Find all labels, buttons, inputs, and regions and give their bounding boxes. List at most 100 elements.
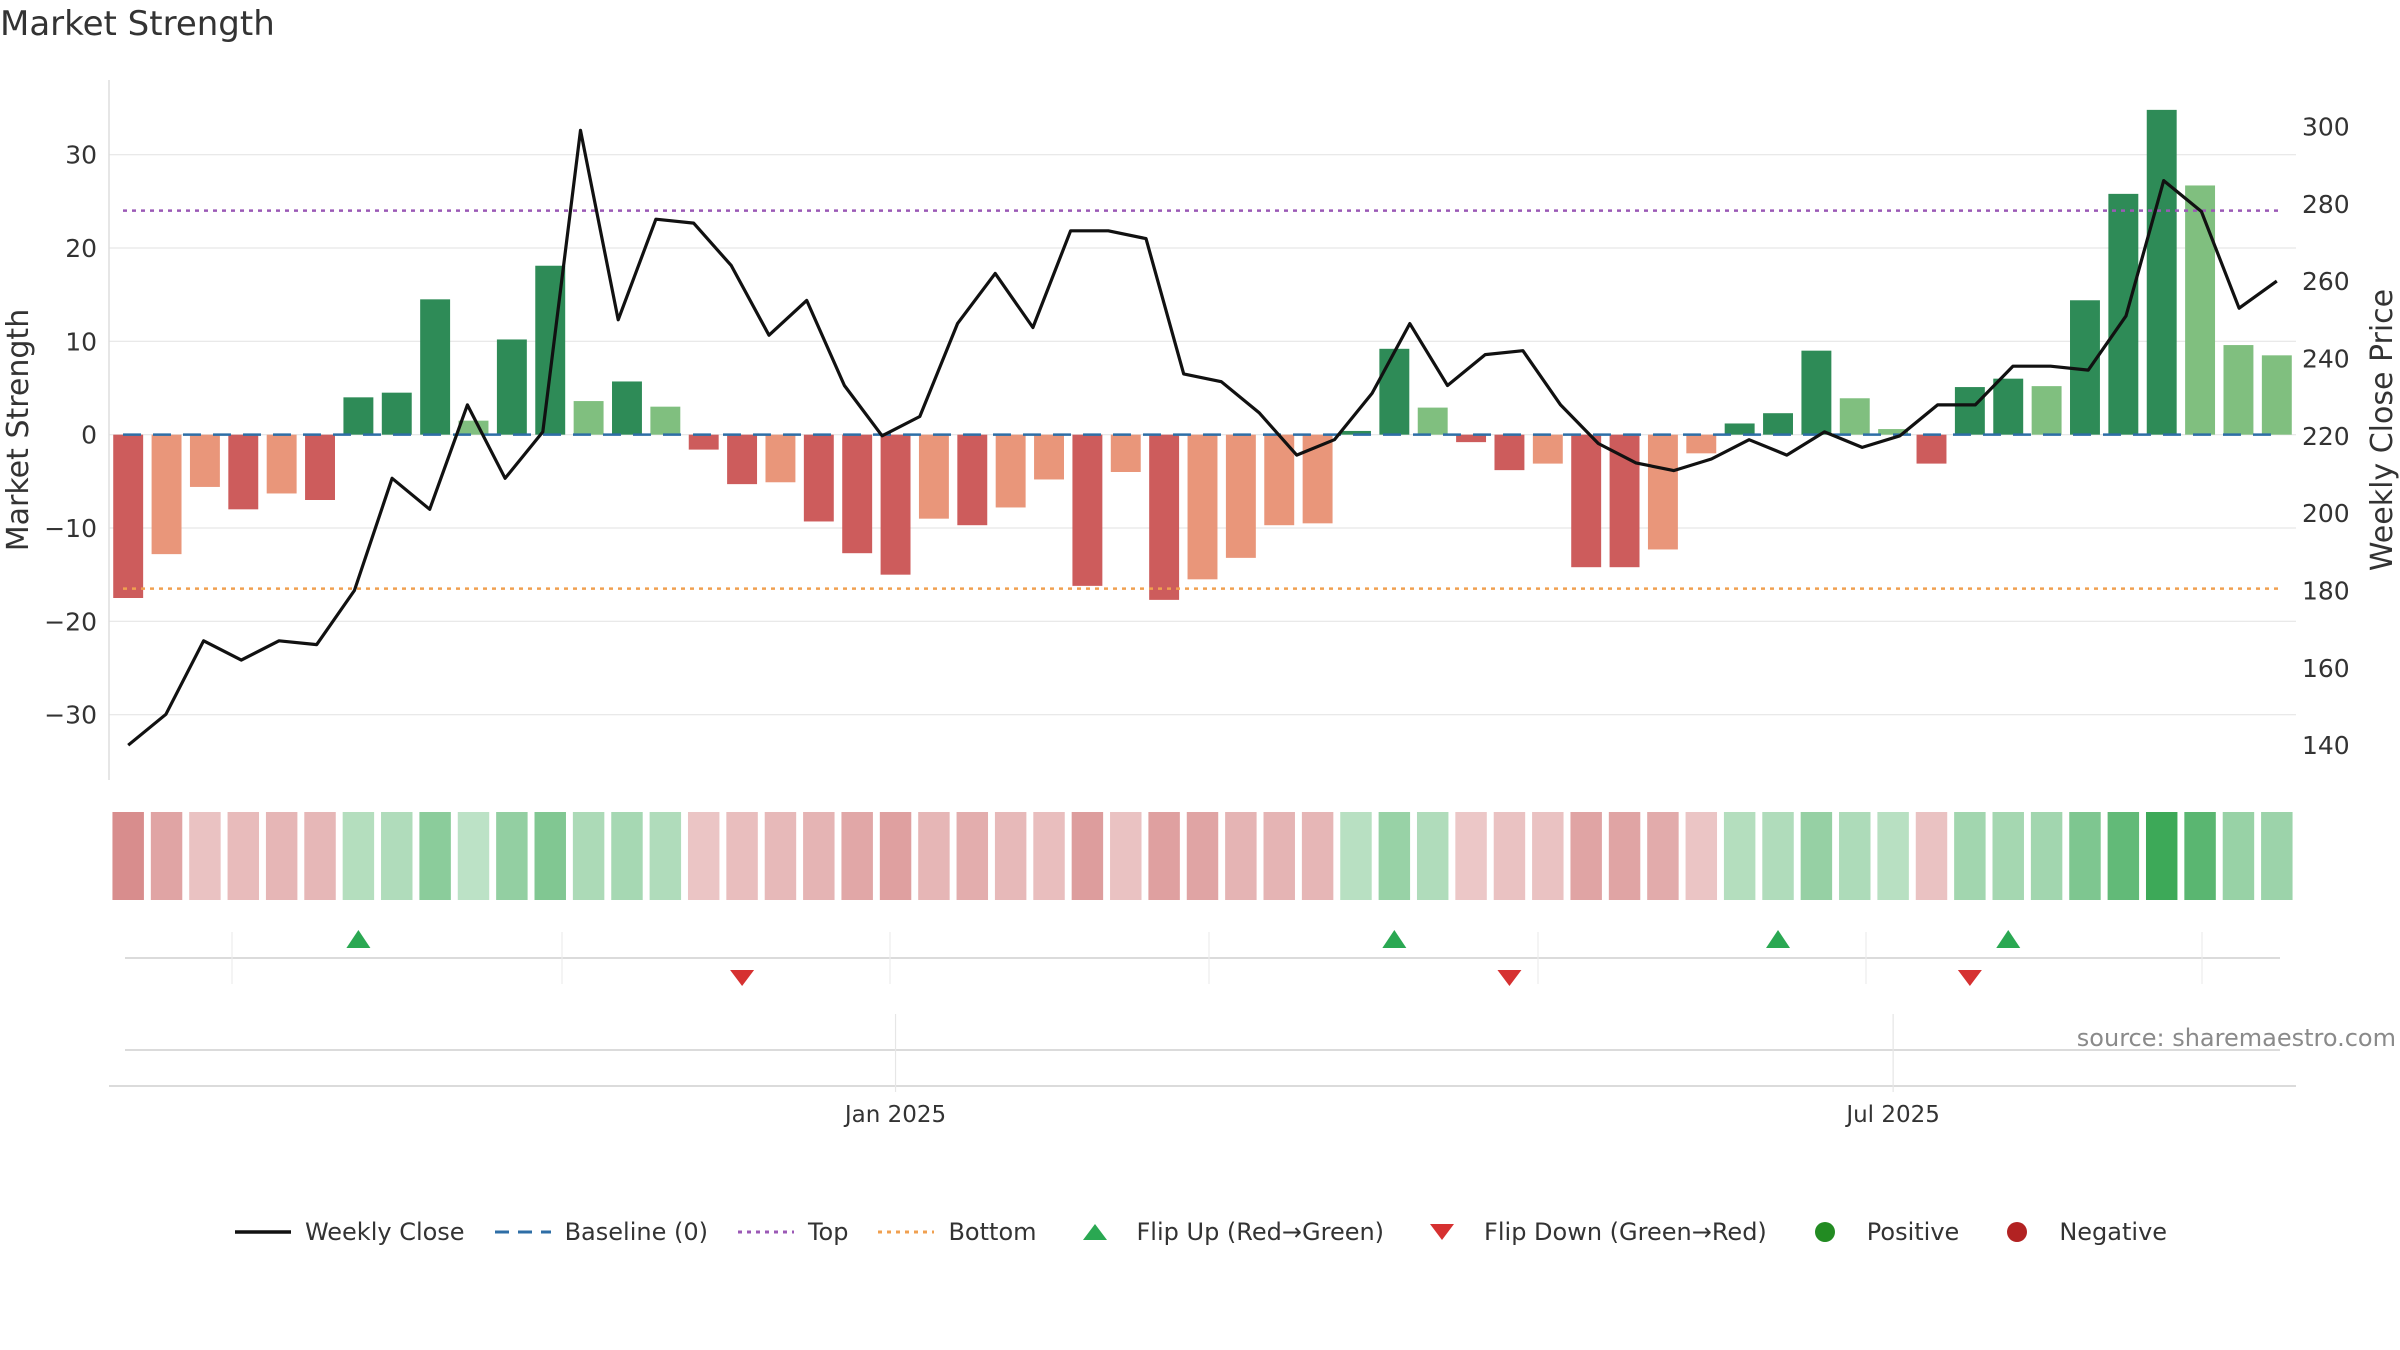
strength-bar xyxy=(1993,378,2024,435)
strength-bar xyxy=(1571,434,1602,568)
heat-cell xyxy=(1148,812,1180,900)
strength-bar xyxy=(266,434,297,494)
legend-label: Baseline (0) xyxy=(564,1218,708,1246)
strength-bar xyxy=(1034,434,1064,480)
heat-cell xyxy=(1378,812,1411,900)
heat-cell xyxy=(1915,812,1948,900)
legend-item: Negative xyxy=(1987,1218,2167,1246)
heat-cell xyxy=(841,812,873,900)
heat-cell xyxy=(803,812,835,900)
strength-bar xyxy=(1494,434,1525,471)
strength-bar xyxy=(1149,434,1180,600)
strength-bar xyxy=(995,434,1026,508)
strength-bar xyxy=(918,434,949,519)
heat-cell xyxy=(1110,812,1142,900)
legend-swatch xyxy=(2007,1222,2028,1242)
right-tick-label: 200 xyxy=(2302,499,2350,528)
right-tick-label: 300 xyxy=(2302,112,2350,141)
strength-bar xyxy=(1225,434,1256,558)
legend-item: Flip Up (Red→Green) xyxy=(1065,1218,1385,1246)
strength-bar xyxy=(650,406,681,435)
strength-bar xyxy=(1110,434,1141,472)
heat-cell xyxy=(1647,812,1679,900)
strength-bar xyxy=(1839,398,1870,435)
left-tick-label: −10 xyxy=(44,514,97,543)
strength-bar xyxy=(1417,407,1448,435)
legend-item: Bottom xyxy=(876,1218,1037,1246)
strength-bar xyxy=(612,381,642,435)
flip-down-marker xyxy=(1957,970,1982,986)
strength-bar xyxy=(1647,434,1678,550)
strength-bar xyxy=(1341,430,1371,435)
legend-label: Weekly Close xyxy=(304,1218,465,1246)
source-credit: source: sharemaestro.com xyxy=(2076,1024,2396,1052)
heat-cell xyxy=(1225,812,1257,900)
legend-label: Flip Down (Green→Red) xyxy=(1484,1218,1767,1246)
strength-bar xyxy=(573,401,604,435)
strength-bar xyxy=(1686,434,1717,454)
flip-markers xyxy=(125,930,2280,986)
strength-bar xyxy=(842,434,873,554)
strength-bar xyxy=(305,434,335,500)
strength-bar xyxy=(765,434,796,483)
heat-strip xyxy=(112,812,2293,900)
heat-cell xyxy=(265,812,298,900)
legend-label: Flip Up (Red→Green) xyxy=(1136,1218,1385,1246)
page-title: Market Strength xyxy=(0,4,275,44)
heat-cell xyxy=(419,812,451,900)
heat-cell xyxy=(1071,812,1104,900)
strength-bar xyxy=(2261,355,2292,435)
strength-bar xyxy=(228,434,259,510)
strength-bar xyxy=(2108,193,2139,435)
dashed-line-icon xyxy=(494,1230,551,1234)
strength-bar xyxy=(151,434,182,555)
heat-cell xyxy=(1493,812,1526,900)
heat-cell xyxy=(534,812,566,900)
legend-item: Positive xyxy=(1795,1218,1960,1246)
left-tick-label: 20 xyxy=(65,234,97,263)
heat-cell xyxy=(189,812,221,900)
y-axis-label-left: Market Strength xyxy=(1,309,36,551)
flip-down-marker xyxy=(1497,970,1522,986)
heat-cell xyxy=(2184,812,2216,900)
strength-bar xyxy=(343,397,374,435)
heat-cell xyxy=(726,812,758,900)
legend-item: Flip Down (Green→Red) xyxy=(1412,1218,1767,1246)
heat-cell xyxy=(1340,812,1372,900)
strength-bar xyxy=(381,392,412,435)
legend-swatch xyxy=(1430,1224,1455,1240)
heat-cell xyxy=(879,812,912,900)
heat-cell xyxy=(2145,812,2178,900)
left-tick-label: 30 xyxy=(65,141,97,170)
heat-cell xyxy=(1608,812,1641,900)
heat-cell xyxy=(2069,812,2101,900)
heat-cell xyxy=(1532,812,1564,900)
legend-label: Positive xyxy=(1866,1218,1960,1246)
strength-bar xyxy=(2185,185,2216,435)
strength-bar xyxy=(458,420,489,435)
heat-cell xyxy=(1301,812,1334,900)
heat-cell xyxy=(227,812,260,900)
left-tick-label: 0 xyxy=(81,421,97,450)
legend-item: Weekly Close xyxy=(233,1218,465,1246)
flip-up-marker xyxy=(346,930,371,948)
strength-bar xyxy=(189,434,220,487)
heat-cell xyxy=(112,812,144,900)
flip-down-marker xyxy=(730,970,755,986)
right-tick-label: 180 xyxy=(2302,576,2350,605)
heat-cell xyxy=(2222,812,2255,900)
axes: 30 20 10 0 −10 −20 −30 300 280 260 240 220 200 180 160… xyxy=(1,80,2400,780)
strength-bar xyxy=(2146,109,2177,435)
strength-bar xyxy=(1532,434,1563,464)
strength-bar xyxy=(880,434,911,575)
heat-cell xyxy=(1455,812,1487,900)
strength-bar xyxy=(957,434,988,526)
heat-cell xyxy=(1839,812,1871,900)
dotted-line-icon xyxy=(878,1230,935,1234)
strength-bar xyxy=(2223,345,2254,435)
left-tick-label: −30 xyxy=(44,701,97,730)
heat-cell xyxy=(1954,812,1986,900)
strength-bar xyxy=(727,434,758,485)
legend-label: Negative xyxy=(2059,1218,2168,1246)
